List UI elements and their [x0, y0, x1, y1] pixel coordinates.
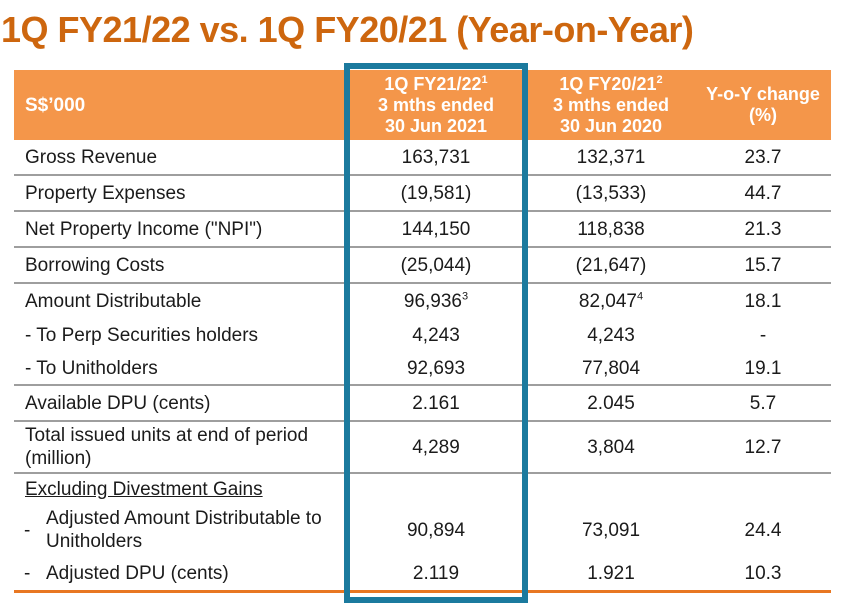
row-label: Available DPU (cents): [14, 392, 345, 415]
row-label-text: Gross Revenue: [25, 146, 158, 168]
column-header-fy2021: 1Q FY20/212 3 mths ended 30 Jun 2020: [527, 70, 695, 140]
row-label-text: Adjusted Amount Distributable to Unithold…: [46, 508, 322, 552]
cell-fy2122: (19,581): [400, 182, 472, 204]
header-line: Y-o-Y change: [706, 84, 820, 104]
cell-yoy: 5.7: [749, 392, 777, 414]
cell-yoy: 19.1: [744, 357, 782, 379]
cell-fy2122: 2.161: [412, 392, 460, 414]
row-label-text: Property Expenses: [25, 182, 186, 204]
footnote-marker: 3: [462, 290, 469, 303]
cell-yoy: 12.7: [744, 436, 782, 458]
table-row: Net Property Income ("NPI") 144,150 118,83…: [14, 212, 831, 248]
list-dash: -: [24, 519, 31, 541]
row-label-text: Available DPU (cents): [25, 392, 211, 414]
row-label: Total issued units at end of period (mill…: [14, 424, 345, 470]
row-label: - To Perp Securities holders: [14, 324, 345, 347]
list-dash: -: [24, 562, 31, 584]
cell-fy2122: 2.119: [412, 562, 460, 584]
column-header-yoy: Y-o-Y change (%): [695, 70, 831, 140]
cell-yoy: 18.1: [744, 290, 782, 312]
row-label-text: Amount Distributable: [25, 290, 202, 312]
row-label: - Adjusted DPU (cents): [14, 562, 345, 585]
cell-fy2021: 1.921: [587, 562, 635, 584]
row-label-text: Adjusted DPU (cents): [46, 562, 229, 584]
cell-fy2021: 4,243: [587, 324, 635, 346]
cell-fy2021: (13,533): [575, 182, 647, 204]
table-row: - To Perp Securities holders 4,243 4,243 -: [14, 318, 831, 352]
header-line: 1Q FY20/212: [559, 73, 663, 94]
cell-yoy: 15.7: [744, 254, 782, 276]
cell-fy2021: 82,0474: [578, 290, 644, 312]
row-label: Property Expenses: [14, 182, 345, 205]
table-row: - Adjusted DPU (cents) 2.119 1.921 10.3: [14, 556, 831, 590]
row-label-text: Net Property Income ("NPI"): [25, 218, 263, 240]
footnote-marker: 4: [637, 290, 644, 303]
cell-fy2021: 3,804: [587, 436, 635, 458]
cell-yoy: 24.4: [744, 519, 782, 541]
cell-yoy: -: [759, 324, 767, 346]
footnote-marker: 2: [656, 73, 663, 86]
table-body: Gross Revenue 163,731 132,371 23.7 Property …: [14, 140, 831, 593]
column-header-fy2122: 1Q FY21/221 3 mths ended 30 Jun 2021: [345, 70, 527, 140]
row-label-text: Borrowing Costs: [25, 254, 165, 276]
cell-fy2021: 118,838: [577, 218, 645, 240]
comparison-table: S$’000 1Q FY21/221 3 mths ended 30 Jun 2…: [14, 70, 831, 593]
header-line: 1Q FY21/221: [384, 73, 488, 94]
cell-fy2122: 92,693: [406, 357, 466, 379]
table-row: Excluding Divestment Gains: [14, 474, 831, 504]
row-label-text: Total issued units at end of period (mill…: [25, 425, 309, 469]
cell-fy2122: (25,044): [400, 254, 472, 276]
table-row: Total issued units at end of period (mill…: [14, 422, 831, 474]
cell-fy2021: 77,804: [581, 357, 641, 379]
unit-label: S$’000: [25, 94, 86, 116]
row-label-text: Excluding Divestment Gains: [25, 478, 263, 500]
footnote-marker: 1: [481, 73, 488, 86]
page-title: 1Q FY21/22 vs. 1Q FY20/21 (Year-on-Year): [1, 9, 694, 50]
table-row: Gross Revenue 163,731 132,371 23.7: [14, 140, 831, 176]
row-label: - Adjusted Amount Distributable to Unithol…: [14, 507, 345, 553]
cell-fy2021: 73,091: [581, 519, 641, 541]
table-header-row: S$’000 1Q FY21/221 3 mths ended 30 Jun 2…: [14, 70, 831, 140]
table-row: - Adjusted Amount Distributable to Unithol…: [14, 504, 831, 556]
row-label: Borrowing Costs: [14, 254, 345, 277]
cell-fy2021: 132,371: [576, 146, 646, 168]
table-row: - To Unitholders 92,693 77,804 19.1: [14, 352, 831, 386]
row-label: Excluding Divestment Gains: [14, 478, 345, 501]
cell-fy2122: 96,9363: [403, 290, 469, 312]
cell-fy2021: (21,647): [575, 254, 647, 276]
header-line: 30 Jun 2020: [559, 115, 663, 136]
header-line: 3 mths ended: [377, 94, 495, 115]
table-row: Property Expenses (19,581) (13,533) 44.7: [14, 176, 831, 212]
row-label: Net Property Income ("NPI"): [14, 218, 345, 241]
header-line: 3 mths ended: [552, 94, 670, 115]
row-label-text: - To Unitholders: [25, 357, 158, 379]
cell-fy2021: 2.045: [587, 392, 635, 414]
row-label-text: - To Perp Securities holders: [25, 324, 259, 346]
cell-yoy: 21.3: [744, 218, 782, 240]
cell-fy2122: 163,731: [401, 146, 471, 168]
header-line: (%): [749, 105, 777, 125]
cell-fy2122: 90,894: [406, 519, 466, 541]
row-label: Gross Revenue: [14, 146, 345, 169]
cell-yoy: 44.7: [744, 182, 782, 204]
table-row: Available DPU (cents) 2.161 2.045 5.7: [14, 386, 831, 422]
cell-fy2122: 4,243: [412, 324, 460, 346]
row-label: - To Unitholders: [14, 357, 345, 380]
cell-fy2122: 4,289: [412, 436, 460, 458]
column-header-unit: S$’000: [14, 70, 345, 140]
row-label: Amount Distributable: [14, 290, 345, 313]
cell-yoy: 23.7: [744, 146, 782, 168]
table-row: Borrowing Costs (25,044) (21,647) 15.7: [14, 248, 831, 284]
header-line: 30 Jun 2021: [384, 115, 488, 136]
cell-fy2122: 144,150: [401, 218, 471, 240]
table-row: Amount Distributable 96,9363 82,0474 18.1: [14, 284, 831, 318]
cell-yoy: 10.3: [744, 562, 782, 584]
